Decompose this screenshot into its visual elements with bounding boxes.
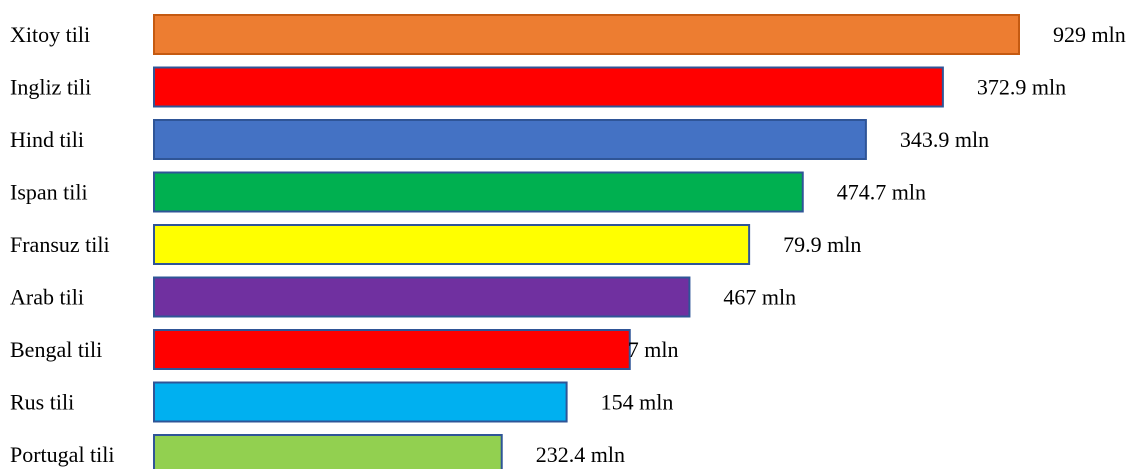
- value-label-fransuz-tili: 79.9 mln: [783, 232, 861, 257]
- category-label-fransuz-tili: Fransuz tili: [10, 232, 110, 257]
- value-labels: 929 mln 372.9 mln 343.9 mln 474.7 mln 79.9 m…: [536, 22, 1126, 467]
- bar-ispan-tili: [153, 171, 804, 213]
- value-label-bengal-tili: 7 mln: [628, 337, 679, 362]
- category-labels: Xitoy tili Ingliz tili Hind tili Ispan tili…: [10, 22, 115, 467]
- category-label-bengal-tili: Bengal tili: [10, 337, 102, 362]
- value-label-ingliz-tili: 372.9 mln: [977, 75, 1066, 100]
- value-label-arab-tili: 467 mln: [723, 285, 796, 310]
- category-label-hind-tili: Hind tili: [10, 127, 84, 152]
- value-label-hind-tili: 343.9 mln: [900, 127, 989, 152]
- bar-ingliz-tili: [153, 66, 944, 108]
- bar-portugal-tili: [153, 434, 503, 469]
- bar-hind-tili: [153, 119, 867, 160]
- category-label-xitoy-tili: Xitoy tili: [10, 22, 90, 47]
- bars-layer: [153, 14, 1020, 469]
- bar-bengal-tili: [153, 329, 631, 370]
- category-label-ingliz-tili: Ingliz tili: [10, 75, 91, 100]
- value-label-rus-tili: 154 mln: [601, 390, 674, 415]
- bar-rus-tili: [153, 381, 568, 423]
- category-label-arab-tili: Arab tili: [10, 285, 84, 310]
- bar-arab-tili: [153, 276, 691, 318]
- value-label-portugal-tili: 232.4 mln: [536, 442, 625, 467]
- value-label-ispan-tili: 474.7 mln: [837, 180, 926, 205]
- category-label-rus-tili: Rus tili: [10, 390, 74, 415]
- bar-fransuz-tili: [153, 224, 751, 265]
- category-label-ispan-tili: Ispan tili: [10, 180, 88, 205]
- category-label-portugal-tili: Portugal tili: [10, 442, 115, 467]
- bar-xitoy-tili: [153, 14, 1020, 55]
- value-label-xitoy-tili: 929 mln: [1053, 22, 1126, 47]
